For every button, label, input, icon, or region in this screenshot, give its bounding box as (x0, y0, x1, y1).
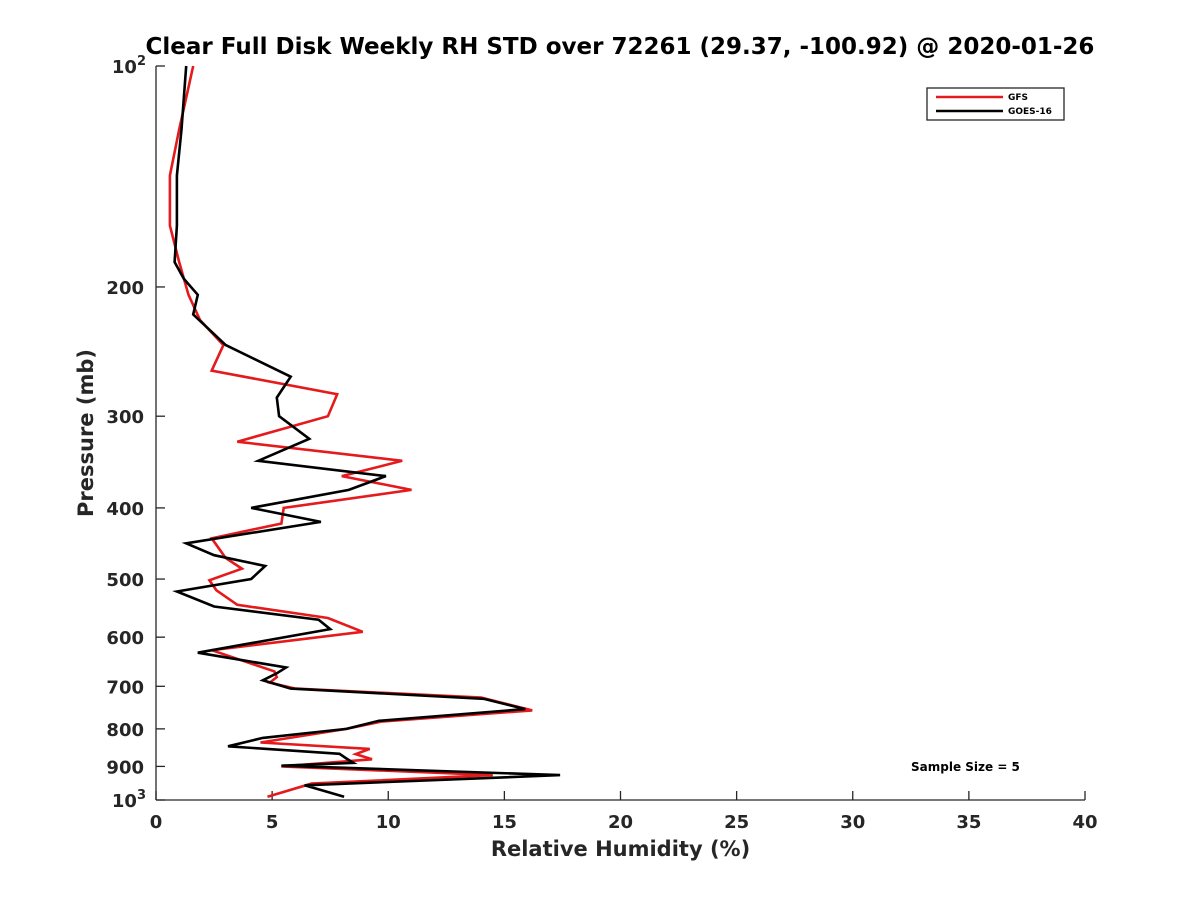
sample-size-annotation: Sample Size = 5 (911, 760, 1020, 774)
x-tick-label: 0 (150, 812, 163, 833)
x-tick-label: 15 (492, 812, 517, 833)
y-tick-label: 500 (106, 570, 144, 591)
y-tick-label: 700 (106, 677, 144, 698)
x-tick-label: 25 (724, 812, 749, 833)
legend: GFS GOES-16 (926, 87, 1065, 121)
y-axis-label: Pressure (mb) (74, 349, 98, 517)
y-tick-label: 102 (112, 54, 146, 78)
legend-entry-label: GOES-16 (1008, 107, 1052, 117)
legend-entry-label: GFS (1008, 93, 1028, 103)
x-tick-label: 35 (956, 812, 981, 833)
chart-title: Clear Full Disk Weekly RH STD over 72261… (146, 34, 1095, 60)
legend-box (926, 87, 1065, 121)
series-line-goes-16 (172, 65, 561, 799)
x-tick-label: 20 (608, 812, 633, 833)
y-tick-label: 103 (112, 788, 146, 812)
x-tick-label: 5 (266, 812, 279, 833)
plot-area: 0 5 10 15 20 25 30 35 40 102 200 300 400 500 600 700 800… (74, 54, 1098, 861)
y-tick-label: 900 (106, 757, 144, 778)
y-tick-label: 800 (106, 720, 144, 741)
y-tick-label: 300 (106, 407, 144, 428)
x-axis-label: Relative Humidity (%) (491, 837, 750, 861)
x-tick-label: 30 (840, 812, 865, 833)
y-tick-label: 200 (106, 278, 144, 299)
y-tick-label: 600 (106, 628, 144, 649)
x-tick-label: 10 (376, 812, 401, 833)
y-tick-label: 400 (106, 499, 144, 520)
x-tick-label: 40 (1072, 812, 1097, 833)
